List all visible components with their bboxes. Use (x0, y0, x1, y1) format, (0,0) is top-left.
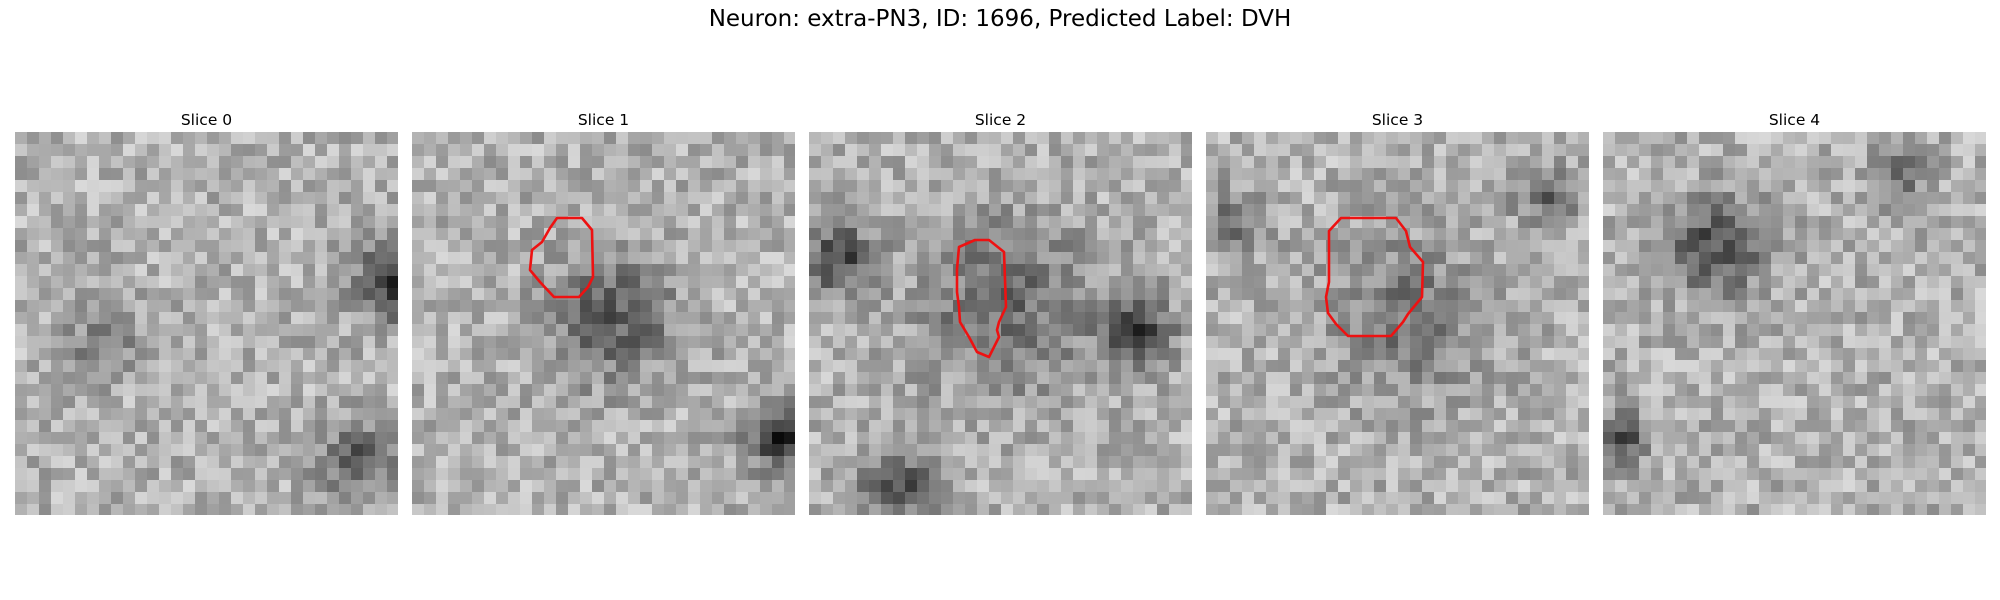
slice-image (809, 132, 1192, 515)
slice-title: Slice 1 (577, 111, 630, 129)
segmentation-contour (955, 238, 1008, 359)
segmentation-contour (528, 216, 595, 299)
slice-title: Slice 2 (974, 111, 1027, 129)
slice-panel: Slice 3 (1205, 110, 1590, 515)
slice-image (1206, 132, 1589, 515)
figure-title: Neuron: extra-PN3, ID: 1696, Predicted L… (708, 6, 1292, 32)
slice-title: Slice 4 (1768, 111, 1821, 129)
segmentation-contour (1324, 216, 1425, 338)
slice-panel: Slice 4 (1602, 110, 1987, 515)
slice-panel: Slice 0 (14, 110, 399, 515)
slice-image (412, 132, 795, 515)
slice-title: Slice 0 (180, 111, 233, 129)
slice-panel: Slice 1 (411, 110, 796, 515)
slice-image (15, 132, 398, 515)
slice-panel: Slice 2 (808, 110, 1193, 515)
slice-title: Slice 3 (1371, 111, 1424, 129)
slice-image (1603, 132, 1986, 515)
